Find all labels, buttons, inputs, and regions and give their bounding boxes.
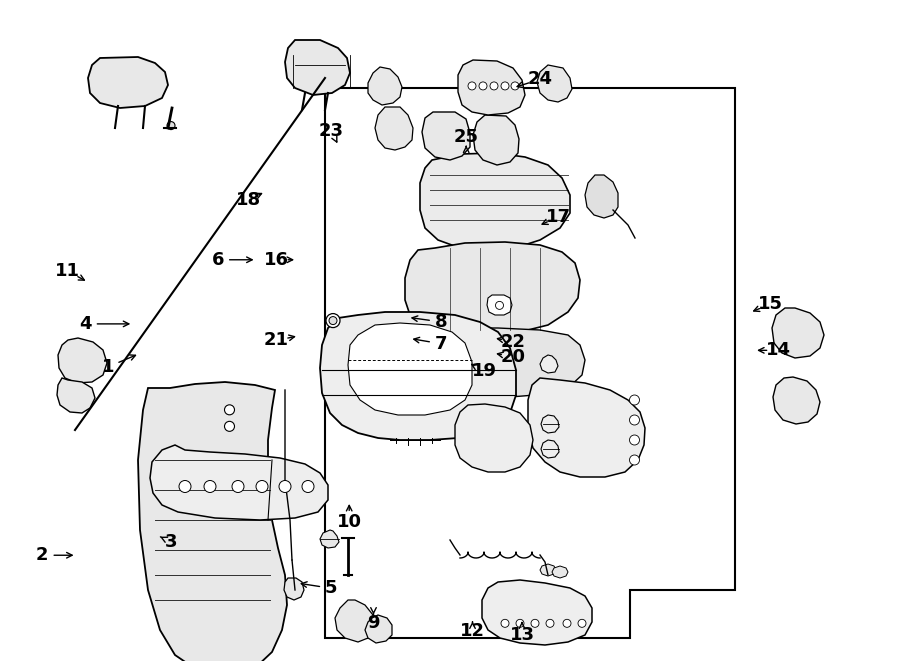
Circle shape: [629, 435, 640, 445]
Circle shape: [224, 405, 235, 415]
Polygon shape: [285, 40, 350, 95]
Text: 13: 13: [509, 625, 535, 644]
Polygon shape: [537, 65, 572, 102]
Circle shape: [167, 122, 175, 130]
Circle shape: [232, 481, 244, 492]
Circle shape: [501, 82, 509, 90]
Text: 9: 9: [367, 614, 380, 633]
Circle shape: [224, 421, 235, 432]
Text: 21: 21: [264, 331, 289, 350]
Circle shape: [511, 82, 519, 90]
Text: 6: 6: [212, 251, 224, 269]
Polygon shape: [58, 338, 107, 383]
Polygon shape: [368, 67, 402, 105]
Text: 23: 23: [319, 122, 344, 140]
Circle shape: [516, 619, 524, 627]
Text: 8: 8: [435, 313, 447, 331]
Text: 3: 3: [165, 533, 177, 551]
Text: 24: 24: [527, 70, 553, 89]
Polygon shape: [528, 378, 645, 477]
Polygon shape: [541, 415, 559, 433]
Circle shape: [329, 317, 337, 325]
Circle shape: [531, 619, 539, 627]
Polygon shape: [400, 328, 585, 398]
Circle shape: [256, 481, 268, 492]
Polygon shape: [375, 107, 413, 150]
Polygon shape: [405, 242, 580, 335]
Polygon shape: [138, 382, 287, 661]
Polygon shape: [320, 530, 339, 548]
Text: 19: 19: [472, 362, 497, 381]
Polygon shape: [390, 388, 435, 438]
Text: 12: 12: [460, 622, 485, 641]
Polygon shape: [541, 440, 559, 458]
Polygon shape: [585, 175, 618, 218]
Polygon shape: [422, 112, 470, 160]
Circle shape: [629, 455, 640, 465]
Text: 2: 2: [36, 546, 49, 564]
Circle shape: [563, 619, 571, 627]
Text: 11: 11: [55, 262, 80, 280]
Circle shape: [629, 415, 640, 425]
Polygon shape: [150, 445, 328, 520]
Circle shape: [302, 481, 314, 492]
Circle shape: [501, 619, 509, 627]
Polygon shape: [320, 312, 516, 440]
Polygon shape: [458, 60, 525, 115]
Text: 14: 14: [766, 341, 791, 360]
Text: 17: 17: [545, 208, 571, 226]
Polygon shape: [284, 578, 304, 600]
Polygon shape: [540, 564, 556, 576]
Text: 10: 10: [337, 513, 362, 531]
Polygon shape: [88, 57, 168, 108]
Text: 1: 1: [102, 358, 114, 376]
Circle shape: [546, 619, 554, 627]
Circle shape: [496, 301, 503, 309]
Polygon shape: [772, 308, 824, 358]
Text: 25: 25: [454, 128, 479, 147]
Text: 4: 4: [79, 315, 92, 333]
Circle shape: [204, 481, 216, 492]
Text: 5: 5: [325, 579, 338, 598]
Polygon shape: [365, 615, 392, 643]
Text: 15: 15: [758, 295, 783, 313]
Circle shape: [326, 313, 340, 328]
Text: 16: 16: [264, 251, 289, 269]
Circle shape: [468, 82, 476, 90]
Circle shape: [479, 82, 487, 90]
Text: 22: 22: [500, 332, 526, 351]
Circle shape: [629, 395, 640, 405]
Text: 18: 18: [236, 190, 261, 209]
Polygon shape: [455, 404, 533, 472]
Text: 20: 20: [500, 348, 526, 366]
Circle shape: [490, 82, 498, 90]
Polygon shape: [325, 88, 735, 638]
Circle shape: [279, 481, 291, 492]
Polygon shape: [335, 600, 375, 642]
Polygon shape: [473, 115, 519, 165]
Polygon shape: [420, 153, 570, 250]
Polygon shape: [482, 580, 592, 645]
Text: 7: 7: [435, 334, 447, 353]
Polygon shape: [487, 295, 512, 315]
Circle shape: [578, 619, 586, 627]
Polygon shape: [57, 378, 95, 413]
Polygon shape: [552, 566, 568, 578]
Polygon shape: [540, 355, 558, 373]
Circle shape: [179, 481, 191, 492]
Polygon shape: [348, 323, 472, 415]
Polygon shape: [773, 377, 820, 424]
